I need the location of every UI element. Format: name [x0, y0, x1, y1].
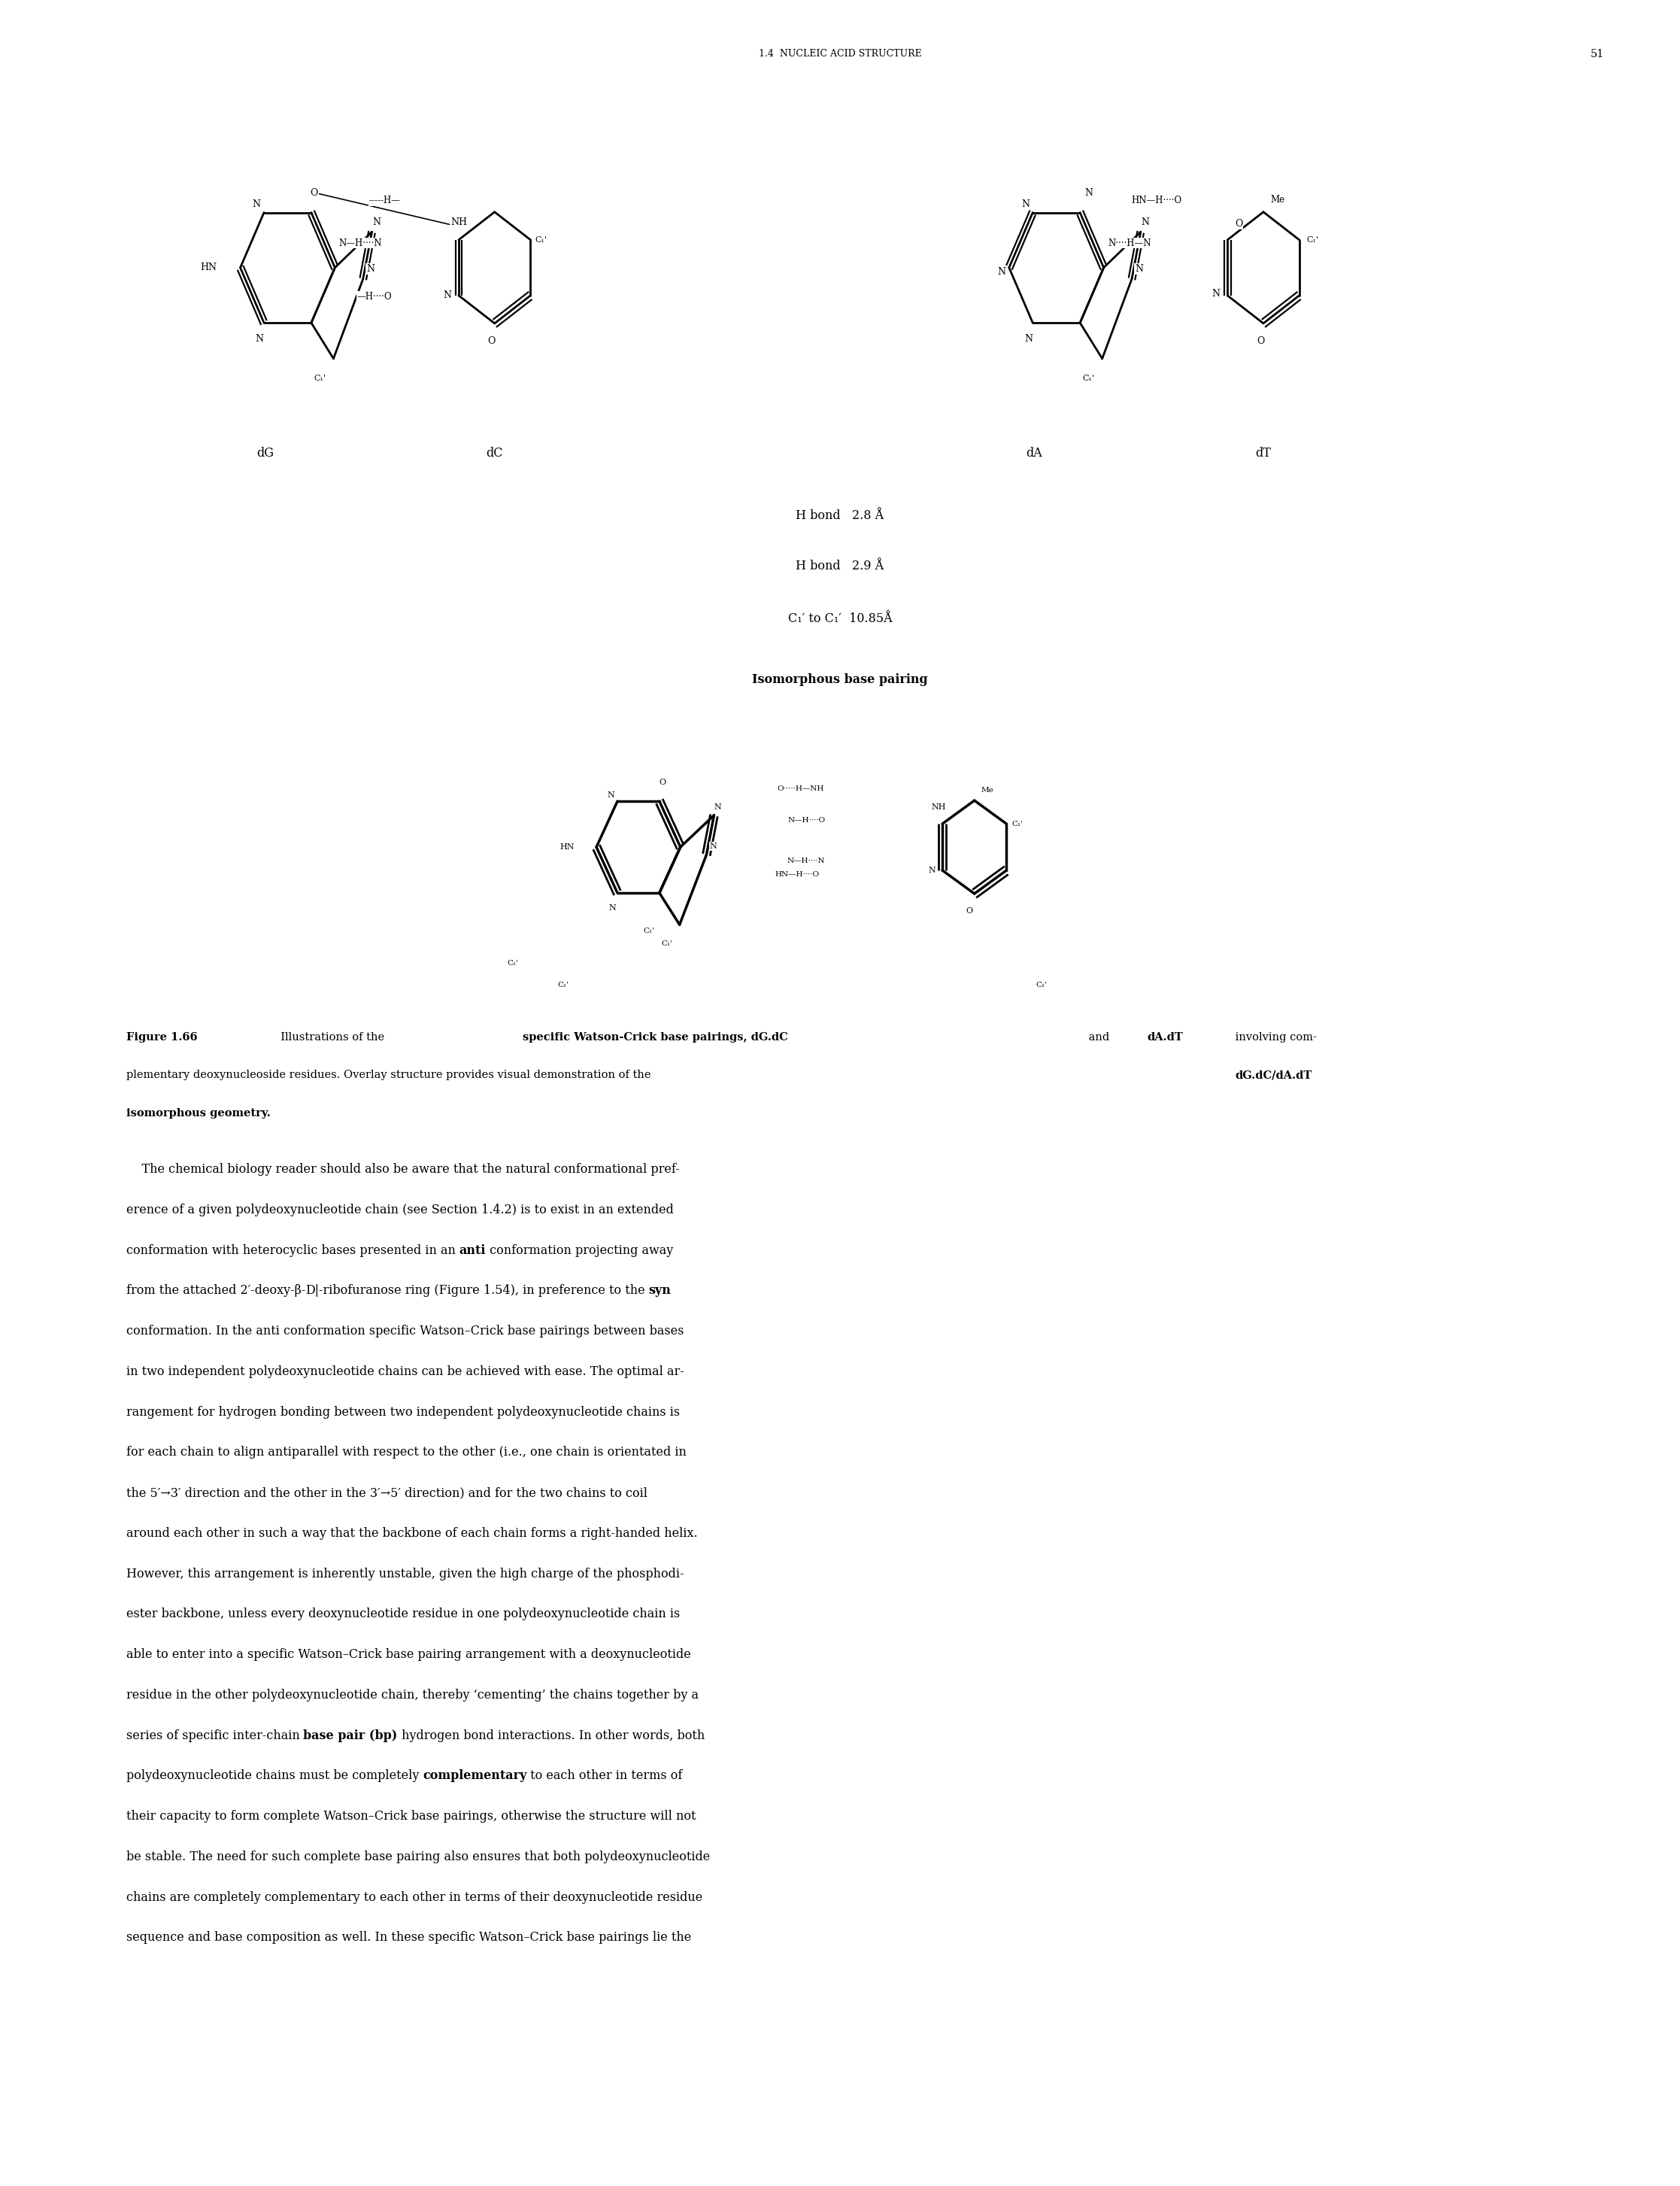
Text: C₁′ to C₁′  10.85Å: C₁′ to C₁′ 10.85Å: [788, 612, 892, 625]
Text: N: N: [1136, 265, 1144, 273]
Text: H bond   2.9 Å: H bond 2.9 Å: [796, 560, 884, 573]
Text: N: N: [252, 199, 260, 210]
Text: for each chain to align antiparallel with respect to the other (i.e., one chain : for each chain to align antiparallel wit…: [126, 1447, 685, 1458]
Text: N: N: [608, 905, 617, 912]
Text: HN: HN: [200, 262, 217, 273]
Text: conformation. In the anti conformation specific Watson–Crick base pairings betwe: conformation. In the anti conformation s…: [126, 1325, 684, 1338]
Text: HN—H····O: HN—H····O: [774, 870, 820, 879]
Text: O: O: [1235, 219, 1243, 230]
Text: N: N: [444, 291, 452, 299]
Text: be stable. The need for such complete base pairing also ensures that both polyde: be stable. The need for such complete ba…: [126, 1849, 709, 1862]
Text: in two independent polydeoxynucleotide chains can be achieved with ease. The opt: in two independent polydeoxynucleotide c…: [126, 1364, 684, 1377]
Text: N····H—N: N····H—N: [1107, 238, 1151, 247]
Text: Illustrations of the: Illustrations of the: [274, 1032, 388, 1043]
Text: C₁': C₁': [662, 940, 672, 947]
Text: —H····O: —H····O: [356, 291, 391, 302]
Text: N: N: [1025, 334, 1033, 343]
Text: able to enter into a specific Watson–Crick base pairing arrangement with a deoxy: able to enter into a specific Watson–Cri…: [126, 1648, 690, 1661]
Text: Me: Me: [1270, 195, 1285, 205]
Text: complementary: complementary: [423, 1771, 528, 1782]
Text: dC: dC: [486, 446, 502, 459]
Text: conformation projecting away: conformation projecting away: [486, 1244, 674, 1257]
Text: around each other in such a way that the backbone of each chain forms a right-ha: around each other in such a way that the…: [126, 1528, 697, 1539]
Text: the 5′→3′ direction and the other in the 3′→5′ direction) and for the two chains: the 5′→3′ direction and the other in the…: [126, 1486, 647, 1500]
Text: N: N: [606, 791, 615, 798]
Text: C₁': C₁': [314, 374, 326, 383]
Text: N: N: [1021, 199, 1030, 210]
Text: H bond   2.8 Å: H bond 2.8 Å: [796, 509, 884, 522]
Text: erence of a given polydeoxynucleotide chain (see Section 1.4.2) is to exist in a: erence of a given polydeoxynucleotide ch…: [126, 1202, 674, 1215]
Text: C₁': C₁': [558, 982, 568, 988]
Text: Isomorphous base pairing: Isomorphous base pairing: [753, 673, 927, 686]
Text: and: and: [1085, 1032, 1114, 1043]
Text: C₁': C₁': [643, 927, 655, 933]
Text: polydeoxynucleotide chains must be completely: polydeoxynucleotide chains must be compl…: [126, 1771, 423, 1782]
Text: C₁': C₁': [1037, 982, 1047, 988]
Text: 51: 51: [1591, 48, 1604, 59]
Text: to each other in terms of: to each other in terms of: [528, 1771, 682, 1782]
Text: HN—H····O: HN—H····O: [1132, 195, 1183, 205]
Text: dA: dA: [1026, 446, 1042, 459]
Text: N: N: [709, 842, 717, 850]
Text: N: N: [373, 216, 380, 227]
Text: series of specific inter-chain: series of specific inter-chain: [126, 1729, 304, 1742]
Text: O: O: [966, 907, 973, 914]
Text: 1.4  NUCLEIC ACID STRUCTURE: 1.4 NUCLEIC ACID STRUCTURE: [758, 48, 922, 59]
Text: N: N: [714, 802, 721, 811]
Text: isomorphous geometry.: isomorphous geometry.: [126, 1108, 270, 1119]
Text: N—H····N: N—H····N: [788, 857, 825, 863]
Text: sequence and base composition as well. In these specific Watson–Crick base pairi: sequence and base composition as well. I…: [126, 1932, 690, 1943]
Text: C₁': C₁': [1307, 236, 1319, 243]
Text: dG: dG: [257, 446, 274, 459]
Text: C₁': C₁': [1011, 820, 1023, 826]
Text: conformation with heterocyclic bases presented in an: conformation with heterocyclic bases pre…: [126, 1244, 459, 1257]
Text: O: O: [311, 188, 318, 197]
Text: N: N: [1211, 289, 1220, 299]
Text: C₁': C₁': [1084, 374, 1095, 383]
Text: Me: Me: [981, 787, 993, 794]
Text: N: N: [998, 267, 1006, 278]
Text: specific Watson-Crick base pairings, dG.dC: specific Watson-Crick base pairings, dG.…: [522, 1032, 788, 1043]
Text: involving com-: involving com-: [1231, 1032, 1317, 1043]
Text: chains are completely complementary to each other in terms of their deoxynucleot: chains are completely complementary to e…: [126, 1891, 702, 1904]
Text: N: N: [366, 265, 375, 273]
Text: However, this arrangement is inherently unstable, given the high charge of the p: However, this arrangement is inherently …: [126, 1567, 684, 1580]
Text: NH: NH: [450, 216, 467, 227]
Text: N—H····N: N—H····N: [339, 238, 383, 247]
Text: rangement for hydrogen bonding between two independent polydeoxynucleotide chain: rangement for hydrogen bonding between t…: [126, 1406, 680, 1419]
Text: D|: D|: [306, 1285, 319, 1296]
Text: Figure 1.66: Figure 1.66: [126, 1032, 197, 1043]
Text: C₁': C₁': [507, 960, 517, 966]
Text: base pair (bp): base pair (bp): [304, 1729, 398, 1742]
Text: hydrogen bond interactions. In other words, both: hydrogen bond interactions. In other wor…: [398, 1729, 704, 1742]
Text: -----H—: -----H—: [370, 195, 402, 205]
Text: O: O: [1257, 337, 1265, 345]
Text: N—H····O: N—H····O: [788, 818, 825, 824]
Text: dG.dC/dA.dT: dG.dC/dA.dT: [1235, 1069, 1312, 1080]
Text: NH: NH: [932, 802, 946, 811]
Text: The chemical biology reader should also be aware that the natural conformational: The chemical biology reader should also …: [126, 1163, 679, 1176]
Text: HN: HN: [559, 844, 575, 850]
Text: ester backbone, unless every deoxynucleotide residue in one polydeoxynucleotide : ester backbone, unless every deoxynucleo…: [126, 1609, 680, 1620]
Text: N: N: [255, 334, 264, 343]
Text: residue in the other polydeoxynucleotide chain, thereby ‘cementing’ the chains t: residue in the other polydeoxynucleotide…: [126, 1690, 699, 1701]
Text: dT: dT: [1255, 446, 1272, 459]
Text: N: N: [1141, 216, 1149, 227]
Text: their capacity to form complete Watson–Crick base pairings, otherwise the struct: their capacity to form complete Watson–C…: [126, 1810, 696, 1823]
Text: N: N: [929, 866, 936, 874]
Text: anti: anti: [459, 1244, 486, 1257]
Text: N: N: [1085, 188, 1092, 197]
Text: -ribofuranose ring (Figure 1.54), in preference to the: -ribofuranose ring (Figure 1.54), in pre…: [319, 1285, 648, 1296]
Text: O: O: [659, 778, 667, 787]
Text: O: O: [487, 337, 496, 345]
Text: O·····H—NH: O·····H—NH: [778, 785, 825, 791]
Text: C₁': C₁': [534, 236, 548, 243]
Text: dA.dT: dA.dT: [1147, 1032, 1183, 1043]
Text: plementary deoxynucleoside residues. Overlay structure provides visual demonstra: plementary deoxynucleoside residues. Ove…: [126, 1069, 654, 1080]
Text: syn: syn: [648, 1285, 672, 1296]
Text: from the attached 2′-deoxy-β-: from the attached 2′-deoxy-β-: [126, 1285, 306, 1296]
